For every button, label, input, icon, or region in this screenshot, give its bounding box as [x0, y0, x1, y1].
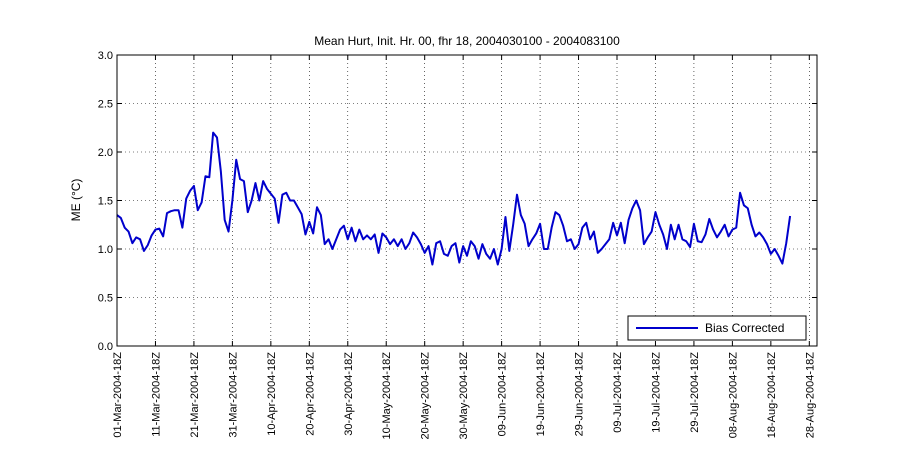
- x-tick-label: 21-Mar-2004-18Z: [189, 352, 201, 438]
- x-tick-label: 19-Jun-2004-18Z: [535, 352, 547, 437]
- series-line-bias-corrected: [116, 131, 792, 266]
- y-axis: 0.0 0.5 1.0 1.5 2.0 2.5 3.0: [98, 50, 817, 353]
- x-tick-label: 29-Jul-2004-18Z: [689, 352, 701, 433]
- y-tick-label: 2.0: [98, 147, 113, 159]
- x-tick-label: 30-May-2004-18Z: [458, 352, 470, 440]
- x-tick-label: 11-Mar-2004-18Z: [150, 352, 162, 437]
- x-tick-label: 20-May-2004-18Z: [420, 352, 432, 440]
- x-tick-label: 10-Apr-2004-18Z: [266, 352, 278, 436]
- legend-label-bias-corrected: Bias Corrected: [705, 321, 784, 335]
- x-tick-label: 20-Apr-2004-18Z: [304, 352, 316, 436]
- x-tick-label: 18-Aug-2004-18Z: [766, 352, 778, 439]
- x-tick-label: 31-Mar-2004-18Z: [227, 352, 239, 438]
- x-tick-label: 30-Apr-2004-18Z: [343, 352, 355, 436]
- x-tick-label: 01-Mar-2004-18Z: [112, 352, 124, 438]
- y-tick-label: 0.0: [98, 341, 113, 353]
- x-tick-label: 19-Jul-2004-18Z: [650, 352, 662, 433]
- y-tick-label: 0.5: [98, 293, 113, 305]
- legend: Bias Corrected: [627, 315, 807, 341]
- y-tick-label: 2.5: [98, 99, 113, 111]
- y-tick-label: 3.0: [98, 50, 113, 62]
- x-tick-label: 08-Aug-2004-18Z: [727, 352, 739, 439]
- x-tick-label: 29-Jun-2004-18Z: [574, 352, 586, 437]
- x-tick-label: 28-Aug-2004-18Z: [804, 352, 816, 439]
- y-axis-label: ME (°C): [69, 179, 83, 222]
- y-tick-label: 1.0: [98, 244, 113, 256]
- x-tick-label: 09-Jun-2004-18Z: [497, 352, 509, 437]
- series-layer: [116, 131, 792, 266]
- x-tick-label: 10-May-2004-18Z: [381, 352, 393, 440]
- x-tick-label: 09-Jul-2004-18Z: [612, 352, 624, 433]
- grid-lines: [117, 55, 817, 346]
- x-axis: 01-Mar-2004-18Z 11-Mar-2004-18Z 21-Mar-200…: [112, 55, 816, 439]
- chart-title: Mean Hurt, Init. Hr. 00, fhr 18, 2004030…: [314, 34, 620, 48]
- y-tick-label: 1.5: [98, 196, 113, 208]
